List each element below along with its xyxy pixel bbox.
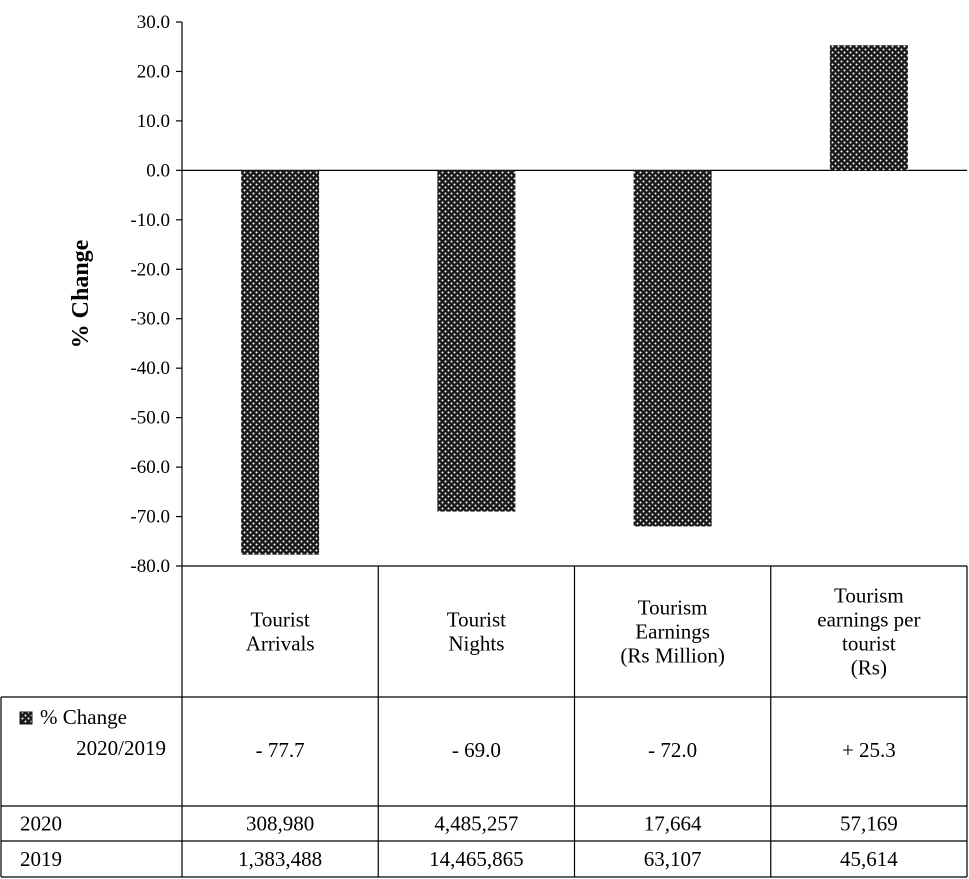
category-label: earnings per xyxy=(817,608,920,632)
data-label: + 25.3 xyxy=(842,738,896,762)
table-cell: 17,664 xyxy=(644,812,702,836)
category-label: Tourist xyxy=(447,608,506,632)
category-label: Nights xyxy=(448,632,504,656)
data-label: - 69.0 xyxy=(452,738,501,762)
table-cell: 57,169 xyxy=(840,812,898,836)
category-label: Earnings xyxy=(635,620,710,644)
data-label: - 77.7 xyxy=(256,738,305,762)
category-label: (Rs) xyxy=(851,656,887,680)
table-cell: 1,383,488 xyxy=(238,847,322,871)
table-cell: 45,614 xyxy=(840,847,898,871)
y-tick-label: -40.0 xyxy=(130,358,170,379)
y-axis-title: % Change xyxy=(68,239,94,348)
row-label: 2019 xyxy=(20,847,62,871)
table-cell: 63,107 xyxy=(644,847,702,871)
row-label: 2020 xyxy=(20,812,62,836)
data-label: - 72.0 xyxy=(648,738,697,762)
y-tick-label: -10.0 xyxy=(130,210,170,231)
category-label: (Rs Million) xyxy=(620,644,724,668)
y-tick-label: 30.0 xyxy=(137,12,170,33)
y-tick-label: -30.0 xyxy=(130,309,170,330)
category-label: Tourism xyxy=(638,596,708,620)
bar xyxy=(437,170,516,512)
y-tick-label: -70.0 xyxy=(130,507,170,528)
table-cell: 14,465,865 xyxy=(429,847,524,871)
y-tick-label: -20.0 xyxy=(130,259,170,280)
category-label: Tourism xyxy=(834,584,904,608)
table-cell: 4,485,257 xyxy=(434,812,518,836)
bar xyxy=(241,170,320,555)
category-label: Tourist xyxy=(251,608,310,632)
y-tick-label: 20.0 xyxy=(137,61,170,82)
y-tick-label: -80.0 xyxy=(130,556,170,577)
legend-label: % Change xyxy=(40,705,127,729)
category-label: tourist xyxy=(842,632,896,656)
y-tick-label: 10.0 xyxy=(137,111,170,132)
category-label: Arrivals xyxy=(246,632,315,656)
bar xyxy=(829,45,908,171)
y-tick-label: -60.0 xyxy=(130,457,170,478)
legend-swatch xyxy=(19,711,33,725)
table-cell: 308,980 xyxy=(246,812,314,836)
legend-label: 2020/2019 xyxy=(76,736,166,760)
y-tick-label: 0.0 xyxy=(146,160,170,181)
bar xyxy=(633,170,712,527)
y-tick-label: -50.0 xyxy=(130,408,170,429)
